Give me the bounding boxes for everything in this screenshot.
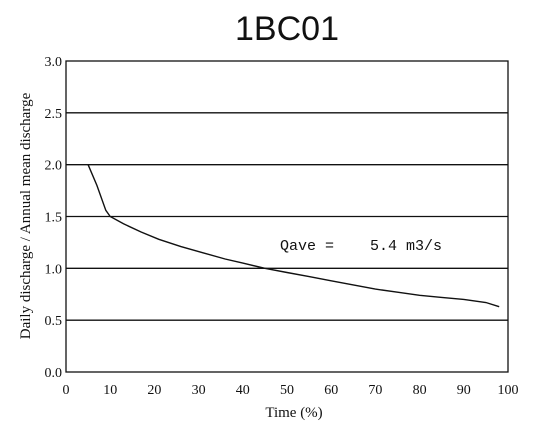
x-tick-label: 60 [324, 383, 338, 398]
y-tick-label: 0.5 [45, 314, 63, 329]
x-tick-label: 70 [368, 383, 382, 398]
series-layer [87, 164, 500, 308]
gridlines [66, 112, 508, 321]
x-tick-label: 40 [236, 383, 250, 398]
y-tick-label: 2.5 [45, 107, 63, 122]
x-axis-label: Time (%) [265, 405, 322, 421]
x-tick-label: 30 [192, 383, 206, 398]
annotation-label: Qave = [280, 238, 334, 255]
y-tick-label: 1.5 [45, 211, 63, 226]
chart-title: 1BC01 [235, 10, 339, 48]
x-tick-label: 80 [413, 383, 427, 398]
plot-frame [65, 60, 509, 373]
x-tick-label: 10 [103, 383, 117, 398]
x-tick-label: 20 [147, 383, 161, 398]
x-tick-label: 90 [457, 383, 471, 398]
y-tick-label: 1.0 [45, 262, 63, 277]
y-tick-label: 0.0 [45, 366, 63, 381]
series-line-0 [87, 164, 500, 308]
x-tick-label: 50 [280, 383, 294, 398]
y-tick-labels: 0.0 0.5 1.0 1.5 2.0 2.5 3.0 [45, 55, 63, 381]
y-axis-label: Daily discharge / Annual mean discharge [18, 92, 34, 339]
x-tick-label: 100 [498, 383, 519, 398]
x-tick-labels: 0 10 20 30 40 50 60 70 80 90 100 [63, 383, 519, 398]
annotation-value: 5.4 m3/s [370, 238, 442, 255]
x-tick-label: 0 [63, 383, 70, 398]
y-tick-label: 3.0 [45, 55, 63, 70]
y-tick-label: 2.0 [45, 159, 63, 174]
